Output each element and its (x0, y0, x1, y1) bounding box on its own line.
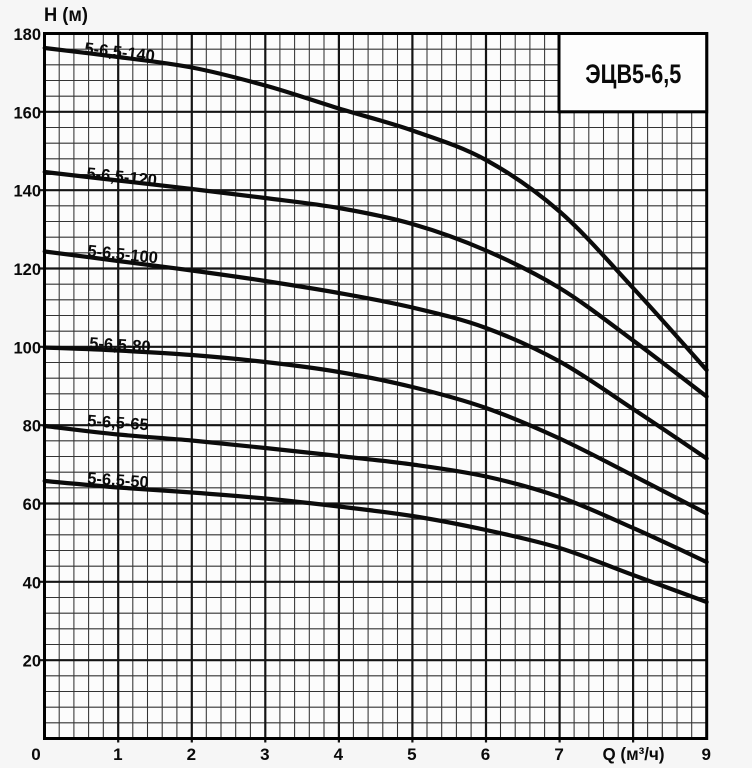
svg-text:20: 20 (23, 653, 41, 671)
svg-text:160: 160 (13, 104, 41, 122)
svg-text:80: 80 (23, 418, 41, 436)
svg-text:Н (м): Н (м) (44, 4, 88, 26)
svg-text:140: 140 (13, 183, 41, 201)
svg-text:120: 120 (13, 261, 41, 279)
svg-text:9: 9 (701, 745, 710, 764)
svg-text:2: 2 (187, 745, 196, 764)
svg-text:7: 7 (554, 745, 563, 764)
svg-text:180: 180 (13, 26, 41, 44)
svg-text:40: 40 (23, 574, 41, 592)
svg-text:0: 0 (31, 745, 40, 764)
svg-text:60: 60 (23, 496, 41, 514)
svg-text:5: 5 (407, 745, 416, 764)
svg-text:ЭЦВ5-6,5: ЭЦВ5-6,5 (585, 59, 681, 89)
svg-text:1: 1 (113, 745, 122, 764)
svg-text:3: 3 (260, 745, 269, 764)
svg-text:Q (м³/ч): Q (м³/ч) (603, 744, 665, 764)
svg-text:100: 100 (13, 339, 41, 357)
svg-text:6: 6 (481, 745, 490, 764)
svg-text:5-6,5-80: 5-6,5-80 (89, 335, 151, 357)
svg-text:5-6,5-50: 5-6,5-50 (87, 470, 150, 492)
svg-text:5-6,5-65: 5-6,5-65 (87, 412, 150, 434)
svg-text:4: 4 (334, 745, 344, 764)
